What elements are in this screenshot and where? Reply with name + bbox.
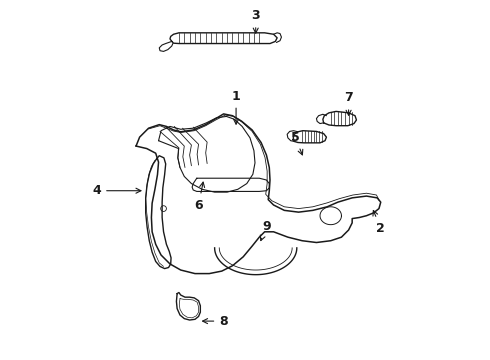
Text: 9: 9 [260,220,271,240]
Text: 1: 1 [232,90,241,124]
Text: 6: 6 [194,182,205,212]
Text: 3: 3 [251,9,260,33]
Text: 5: 5 [291,131,303,155]
Text: 4: 4 [93,184,141,197]
Text: 7: 7 [344,91,353,115]
Text: 8: 8 [202,315,228,328]
Text: 2: 2 [373,211,385,235]
